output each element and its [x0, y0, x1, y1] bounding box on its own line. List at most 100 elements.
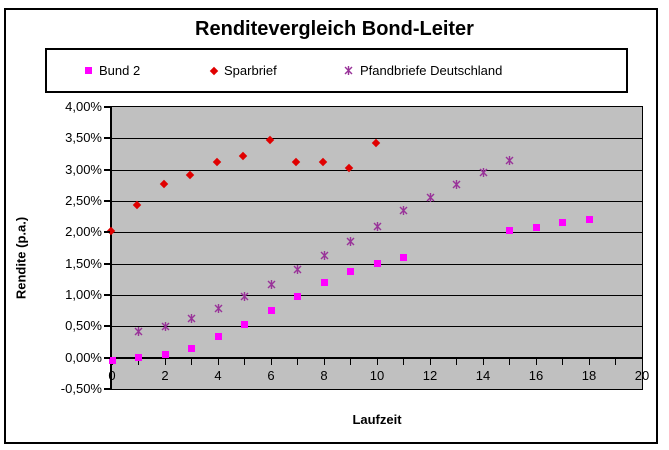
data-point [133, 201, 142, 210]
data-point [240, 292, 249, 302]
data-point [267, 306, 275, 314]
data-point [400, 253, 407, 261]
data-point-asterisk-icon [426, 193, 434, 203]
data-point [559, 219, 566, 227]
legend: Bund 2 Sparbrief Pfandbriefe Deutschland [45, 48, 628, 93]
x-tick-mark [509, 358, 510, 365]
x-tick-label: 2 [161, 367, 169, 383]
y-tick-label: -0,50% [60, 381, 102, 396]
x-tick-mark [588, 358, 590, 365]
data-point [188, 344, 195, 352]
data-point-asterisk-icon [240, 292, 249, 302]
y-tick-label: 4,00% [65, 99, 102, 114]
data-point [585, 216, 593, 224]
data-point [399, 205, 408, 215]
x-tick-mark [456, 358, 457, 365]
chart-title: Renditevergleich Bond-Leiter [195, 18, 474, 40]
x-tick-label: 20 [634, 367, 650, 383]
x-tick-label: 14 [475, 367, 491, 383]
data-point-diamond-icon [318, 157, 328, 167]
x-tick-mark [641, 358, 643, 365]
data-point [135, 354, 142, 362]
data-point-square-icon [108, 357, 116, 365]
y-tick-label: 1,50% [65, 255, 102, 271]
data-point-square-icon [214, 333, 222, 341]
data-point-diamond-icon [371, 139, 381, 148]
legend-marker-asterisk-icon [344, 66, 353, 75]
data-point [134, 326, 143, 336]
data-point [346, 236, 355, 246]
data-point-square-icon [347, 267, 354, 275]
plot-area: 0 2 4 6 8 10 12 14 16 18 20 [106, 106, 649, 390]
legend-label: Bund 2 [99, 63, 141, 78]
data-point-square-icon [559, 219, 566, 227]
data-point [239, 151, 248, 161]
data-point-diamond-icon [212, 157, 222, 167]
legend-label: Pfandbriefe Deutschland [360, 63, 503, 78]
data-point [347, 267, 354, 275]
data-point-diamond-icon [292, 157, 301, 167]
data-point [267, 279, 276, 289]
data-point-asterisk-icon [479, 168, 487, 178]
x-tick-mark [350, 358, 351, 365]
data-point [318, 157, 328, 167]
data-point-diamond-icon [345, 164, 354, 173]
data-point [373, 221, 382, 231]
legend-marker-square-icon [85, 67, 92, 74]
data-point [241, 320, 248, 328]
data-point-square-icon [294, 293, 301, 301]
x-tick-mark [244, 358, 245, 365]
x-tick-mark [297, 358, 298, 365]
data-point [159, 179, 169, 189]
data-point [452, 179, 461, 189]
data-point [320, 278, 328, 286]
y-tick-mark [104, 294, 110, 296]
y-tick-mark [104, 200, 110, 202]
y-tick-mark [104, 231, 110, 234]
data-point-square-icon [85, 67, 92, 74]
data-point-asterisk-icon [346, 236, 355, 246]
y-gridline [112, 201, 642, 202]
data-point-square-icon [188, 344, 195, 352]
data-point [108, 357, 116, 365]
data-point [161, 351, 169, 359]
data-point [320, 251, 329, 261]
y-tick-mark [104, 262, 110, 265]
data-point [294, 293, 301, 301]
y-tick-label: 0,00% [65, 349, 102, 365]
data-point-square-icon [320, 278, 328, 286]
data-point-square-icon [267, 306, 275, 314]
y-gridline [112, 326, 642, 328]
y-tick-label: 3,00% [65, 161, 102, 177]
data-point-diamond-icon [265, 136, 275, 145]
y-gridline [112, 232, 642, 234]
data-point [373, 260, 381, 268]
legend-item-sparbrief: Sparbrief [209, 50, 277, 91]
x-tick-mark [482, 358, 484, 365]
y-gridline [112, 295, 642, 296]
data-point [212, 157, 222, 167]
data-point-asterisk-icon [320, 251, 328, 261]
x-tick-label: 18 [581, 367, 597, 383]
data-point-square-icon [135, 354, 142, 362]
data-point-diamond-icon [159, 179, 169, 189]
data-point-asterisk-icon [187, 313, 196, 323]
data-point [292, 157, 301, 167]
y-tick-mark [104, 168, 110, 171]
data-point [214, 333, 222, 341]
data-point-asterisk-icon [452, 179, 461, 189]
x-tick-mark [429, 358, 431, 365]
data-point [532, 224, 540, 232]
data-point [186, 171, 195, 180]
x-tick-label: 0 [108, 367, 116, 383]
x-tick-mark [323, 358, 325, 365]
data-point [479, 168, 488, 178]
legend-label: Sparbrief [224, 63, 277, 78]
data-point-square-icon [506, 226, 513, 234]
x-tick-mark [191, 358, 192, 365]
y-tick-label: 1,00% [65, 287, 102, 302]
data-point-square-icon [400, 253, 407, 261]
data-point-asterisk-icon [161, 321, 169, 331]
x-tick-label: 8 [320, 367, 328, 383]
